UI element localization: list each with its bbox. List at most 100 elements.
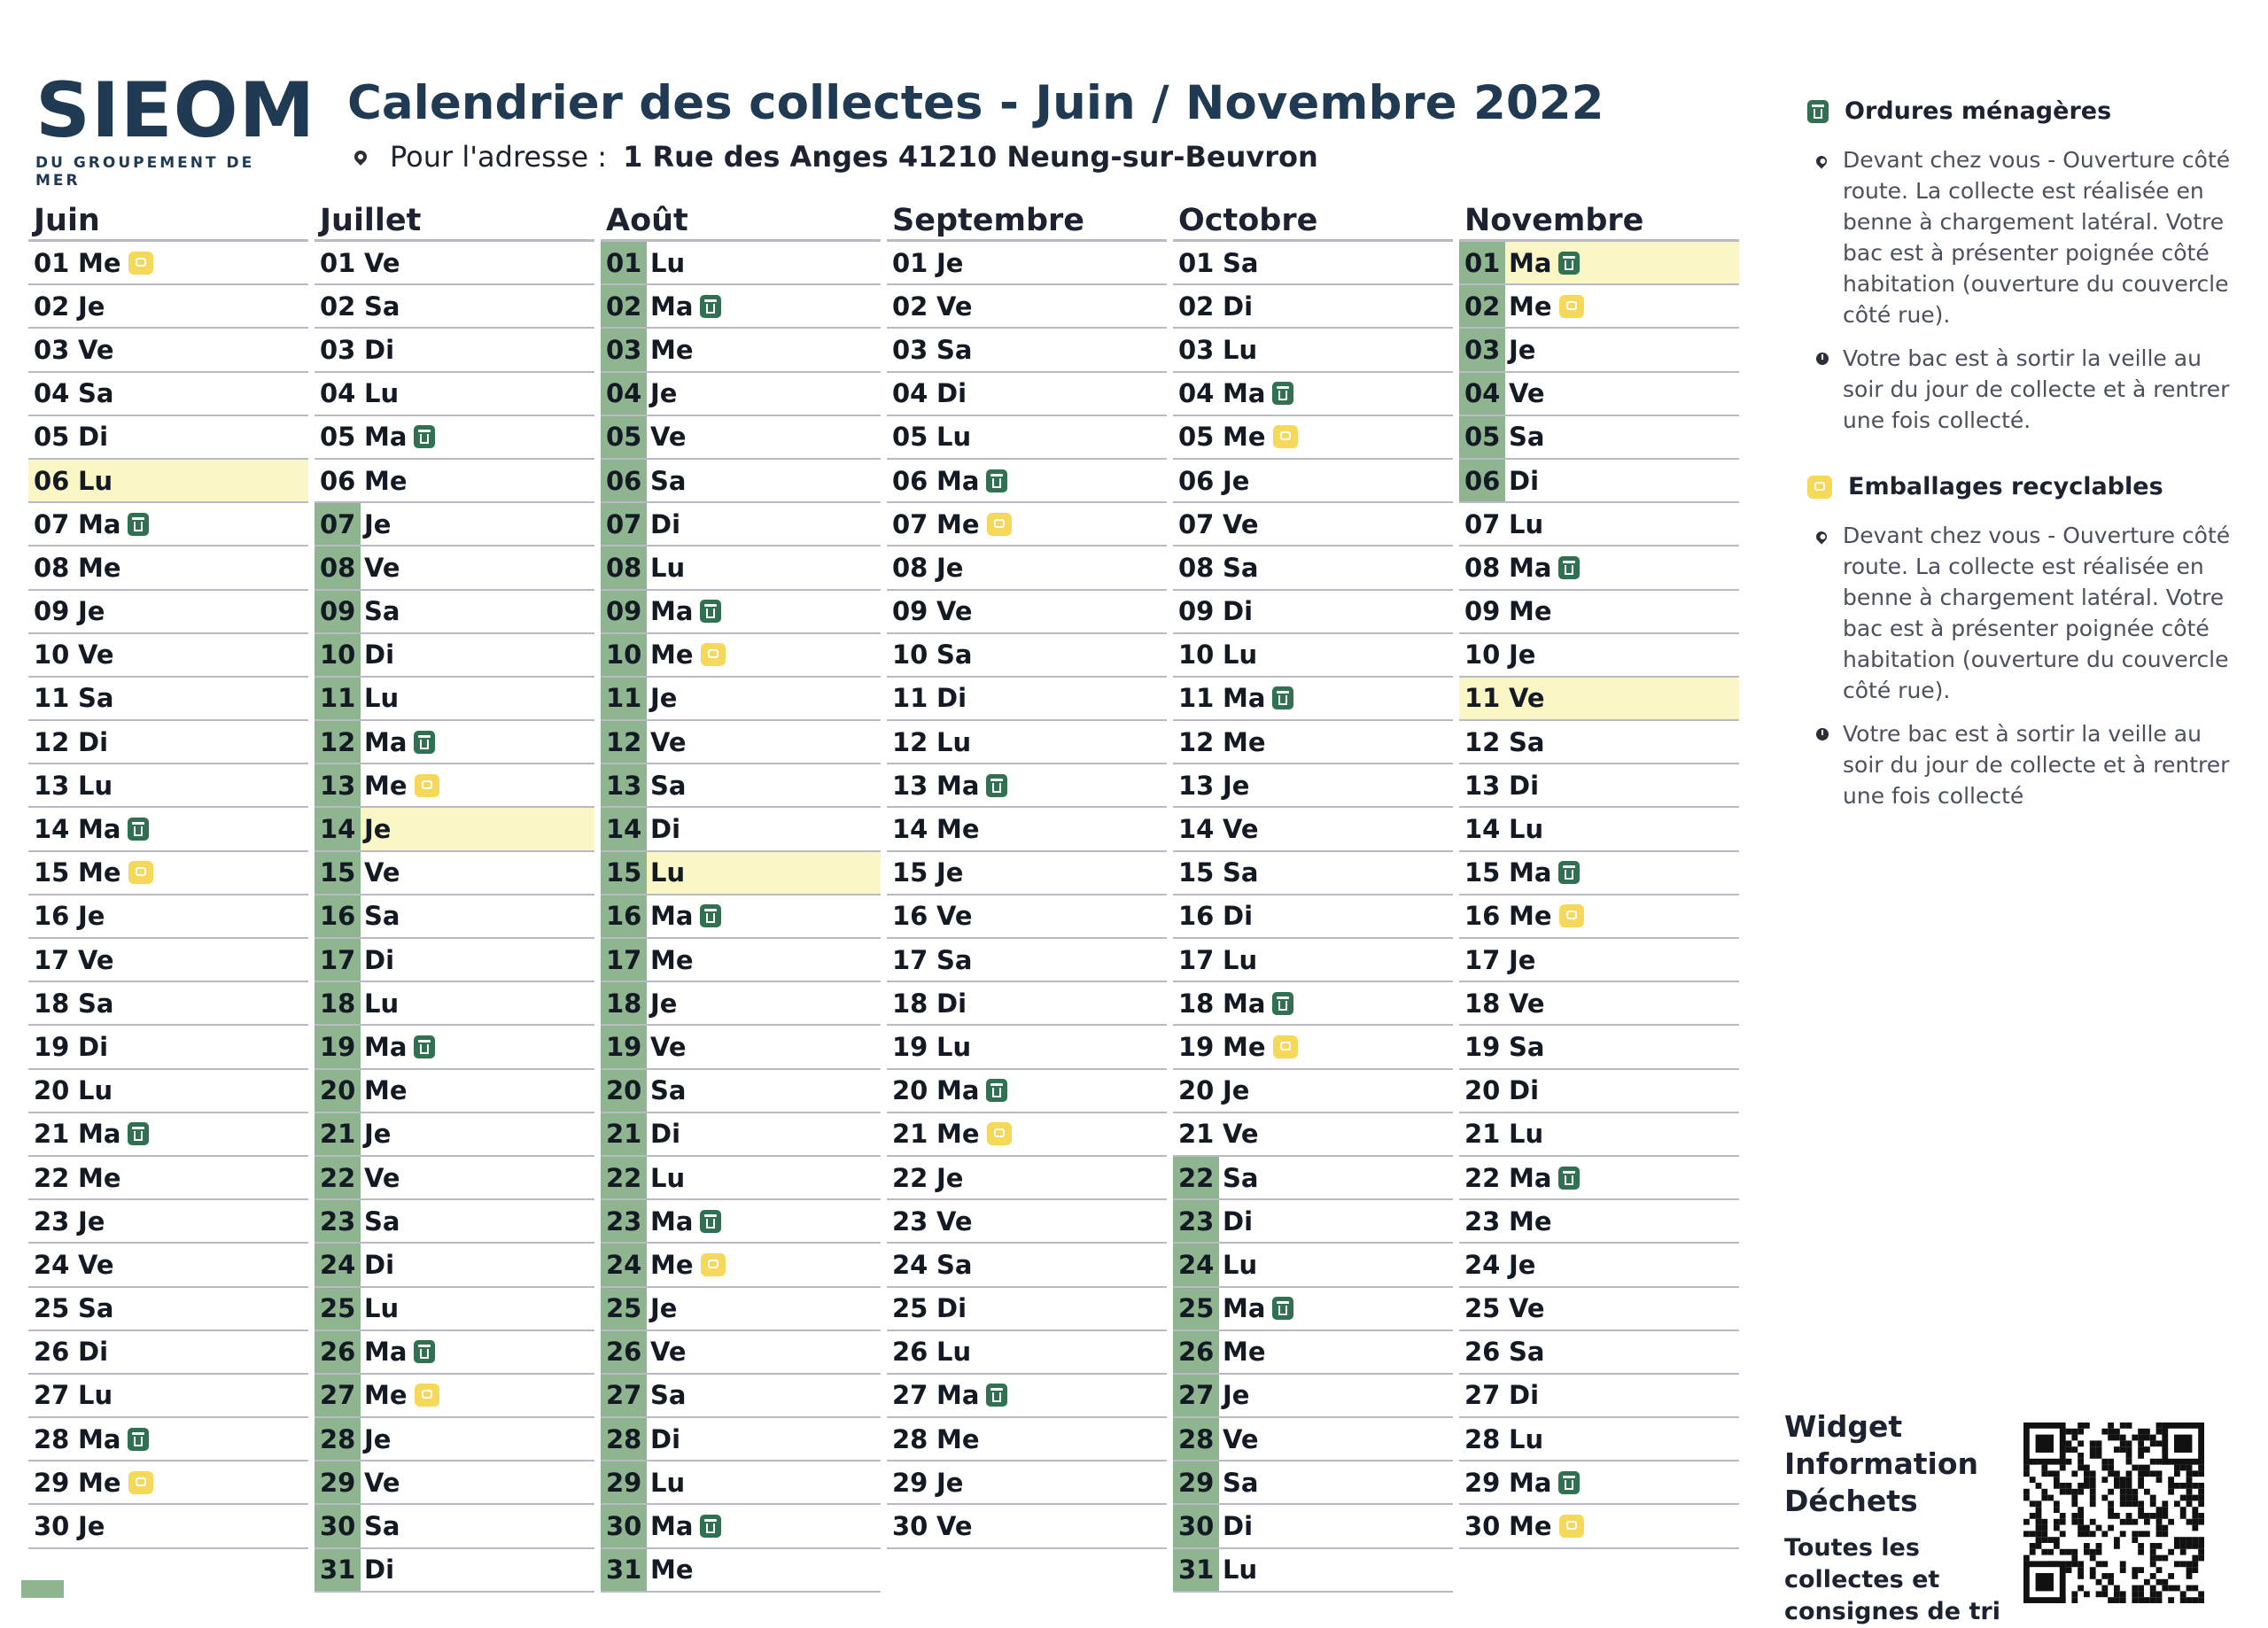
day-row: 02 Ma — [601, 285, 881, 329]
weekday: Lu — [1223, 1249, 1258, 1280]
day-number: 02 — [1459, 285, 1505, 328]
day-number: 20 — [601, 1069, 647, 1112]
day-row: 03 Lu — [1173, 329, 1453, 373]
day-number: 19 — [1464, 1031, 1501, 1062]
day-number: 03 — [320, 334, 356, 365]
weekday: Ma — [361, 721, 436, 763]
day-row: 10 Lu — [1173, 634, 1453, 678]
day-number: 18 — [601, 982, 647, 1025]
weekday: Je — [1509, 334, 1536, 365]
day-number: 24 — [892, 1249, 928, 1280]
day-number: 06 — [892, 465, 928, 496]
weekday: Ma — [74, 1113, 150, 1155]
weekday: Me — [74, 852, 153, 894]
day-row: 09 Je — [28, 591, 308, 634]
day-row: 02 Di — [1173, 285, 1453, 329]
trash-bin-icon — [1272, 991, 1294, 1015]
day-number: 23 — [1464, 1205, 1501, 1237]
legend-er: Emballages recyclables Devant chez vous … — [1807, 473, 2250, 811]
day-number: 30 — [1464, 1511, 1501, 1542]
day-number: 19 — [1178, 1031, 1215, 1062]
day-number: 24 — [601, 1244, 647, 1286]
day-number: 24 — [1464, 1249, 1501, 1280]
day-row: 19 Me — [1173, 1026, 1453, 1070]
trash-bin-icon — [1558, 861, 1581, 885]
weekday: Di — [1223, 1205, 1254, 1237]
weekday: Di — [650, 1119, 681, 1150]
trash-bin-icon — [1558, 1166, 1581, 1190]
weekday: Ve — [936, 1205, 973, 1237]
day-row: 18 Ve — [1459, 982, 1739, 1027]
recycling-bin-icon — [700, 1252, 726, 1276]
day-row: 26 Di — [28, 1331, 308, 1375]
recycling-bin-icon — [1807, 475, 1832, 499]
weekday: Je — [78, 291, 105, 322]
day-row: 13 Je — [1173, 764, 1453, 809]
weekday: Ma — [361, 1331, 436, 1373]
day-number: 15 — [1178, 857, 1215, 888]
day-row: 09 Me — [1459, 591, 1739, 634]
month-name: Juin — [28, 202, 308, 242]
day-number: 29 — [34, 1467, 70, 1498]
weekday: Di — [936, 683, 967, 714]
weekday: Di — [1223, 901, 1254, 932]
day-number: 10 — [34, 640, 70, 671]
day-number: 28 — [34, 1423, 70, 1454]
trash-bin-icon — [986, 469, 1008, 492]
day-number: 17 — [315, 939, 361, 981]
day-number: 21 — [34, 1119, 70, 1150]
day-number: 25 — [1464, 1293, 1501, 1324]
day-row: 15 Ve — [315, 851, 594, 895]
weekday: Sa — [364, 1205, 400, 1237]
weekday: Me — [74, 242, 153, 283]
day-number: 12 — [892, 726, 928, 757]
day-row: 16 Ma — [601, 895, 881, 939]
day-row: 05 Me — [1173, 416, 1453, 460]
day-row: 06 Sa — [601, 459, 881, 504]
day-row: 30 Ve — [887, 1505, 1167, 1549]
day-number: 08 — [892, 552, 928, 583]
day-number: 24 — [315, 1244, 361, 1286]
weekday: Je — [650, 378, 678, 409]
day-row: 21 Di — [601, 1112, 881, 1157]
weekday: Ve — [1223, 1423, 1259, 1454]
day-number: 11 — [892, 683, 928, 714]
weekday: Me — [1509, 596, 1552, 627]
day-number: 13 — [601, 764, 647, 807]
weekday: Je — [1223, 1075, 1250, 1106]
day-row: 16 Me — [1459, 895, 1739, 939]
trash-bin-icon — [414, 1035, 436, 1058]
weekday: Lu — [1223, 944, 1258, 975]
day-number: 05 — [892, 422, 928, 453]
day-number: 16 — [601, 895, 647, 937]
weekday: Ve — [1223, 508, 1259, 539]
day-number: 26 — [34, 1337, 70, 1368]
day-number: 06 — [601, 459, 647, 502]
legend-er-title: Emballages recyclables — [1848, 473, 2163, 500]
weekday: Je — [364, 1423, 392, 1454]
day-number: 11 — [315, 677, 361, 720]
day-row: 31 Lu — [1173, 1548, 1453, 1593]
recycling-bin-icon — [1558, 1515, 1584, 1539]
day-number: 16 — [34, 901, 70, 932]
weekday: Ma — [933, 764, 1008, 806]
day-number: 05 — [1178, 422, 1215, 453]
day-number: 13 — [1178, 770, 1215, 801]
day-number: 09 — [1178, 596, 1215, 627]
weekday: Ve — [78, 944, 114, 975]
weekday: Lu — [1223, 640, 1258, 671]
day-number: 07 — [1178, 508, 1215, 539]
weekday: Di — [650, 1423, 681, 1454]
day-number: 23 — [601, 1200, 647, 1243]
day-row: 03 Me — [601, 329, 881, 373]
day-row: 11 Ve — [1459, 677, 1739, 722]
day-number: 03 — [1459, 329, 1505, 371]
qr-code-icon[interactable] — [2023, 1423, 2236, 1603]
weekday: Me — [933, 1113, 1012, 1155]
day-number: 14 — [34, 814, 70, 845]
trash-bin-icon — [1272, 1297, 1294, 1321]
day-number: 15 — [601, 851, 647, 894]
weekday: Je — [1509, 640, 1536, 671]
day-number: 28 — [601, 1418, 647, 1461]
trash-bin-icon — [700, 294, 722, 318]
